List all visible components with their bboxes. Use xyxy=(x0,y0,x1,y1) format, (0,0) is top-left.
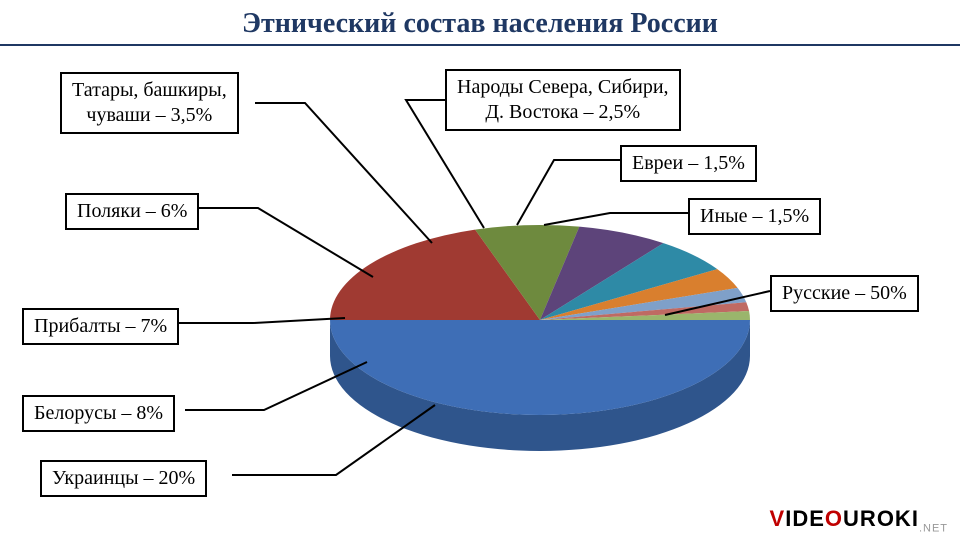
leader-balts xyxy=(178,318,345,323)
pie-slice-balts xyxy=(540,227,663,320)
watermark-text-rest: UROKI xyxy=(843,506,919,531)
pie-slice-jews xyxy=(540,302,749,320)
leader-other xyxy=(544,213,688,225)
callout-jews: Евреи – 1,5% xyxy=(620,145,757,182)
pie-slice-russians xyxy=(330,320,750,415)
title-underline xyxy=(0,44,960,46)
callout-balts: Прибалты – 7% xyxy=(22,308,179,345)
pie-slice-belarus xyxy=(475,225,579,320)
leader-ukrainians xyxy=(232,405,435,475)
watermark-suffix: .NET xyxy=(919,522,948,534)
leader-jews xyxy=(517,160,620,225)
callout-other: Иные – 1,5% xyxy=(688,198,821,235)
pie-side-russians xyxy=(330,320,750,451)
pie-slice-north xyxy=(540,288,746,320)
pie-slice-other xyxy=(540,311,750,320)
callout-north: Народы Севера, Сибири,Д. Востока – 2,5% xyxy=(445,69,681,131)
leader-tatars xyxy=(255,103,432,243)
leader-poles xyxy=(197,208,373,277)
callout-belarus: Белорусы – 8% xyxy=(22,395,175,432)
pie-slice-tatars xyxy=(540,269,738,320)
callout-tatars: Татары, башкиры,чуваши – 3,5% xyxy=(60,72,239,134)
leader-belarus xyxy=(185,362,367,410)
chart-title: Этнический состав населения России xyxy=(0,0,960,40)
watermark-text: IDE xyxy=(785,506,825,531)
callout-poles: Поляки – 6% xyxy=(65,193,199,230)
leader-russians xyxy=(665,291,770,315)
callout-ukrainians: Украинцы – 20% xyxy=(40,460,207,497)
watermark-accent-v: V xyxy=(770,506,786,531)
watermark: VIDEOUROKI.NET xyxy=(770,506,948,534)
pie-slice-poles xyxy=(540,243,717,320)
pie-slice-ukrainians xyxy=(330,230,540,320)
watermark-accent-o: O xyxy=(825,506,843,531)
callout-russians: Русские – 50% xyxy=(770,275,919,312)
